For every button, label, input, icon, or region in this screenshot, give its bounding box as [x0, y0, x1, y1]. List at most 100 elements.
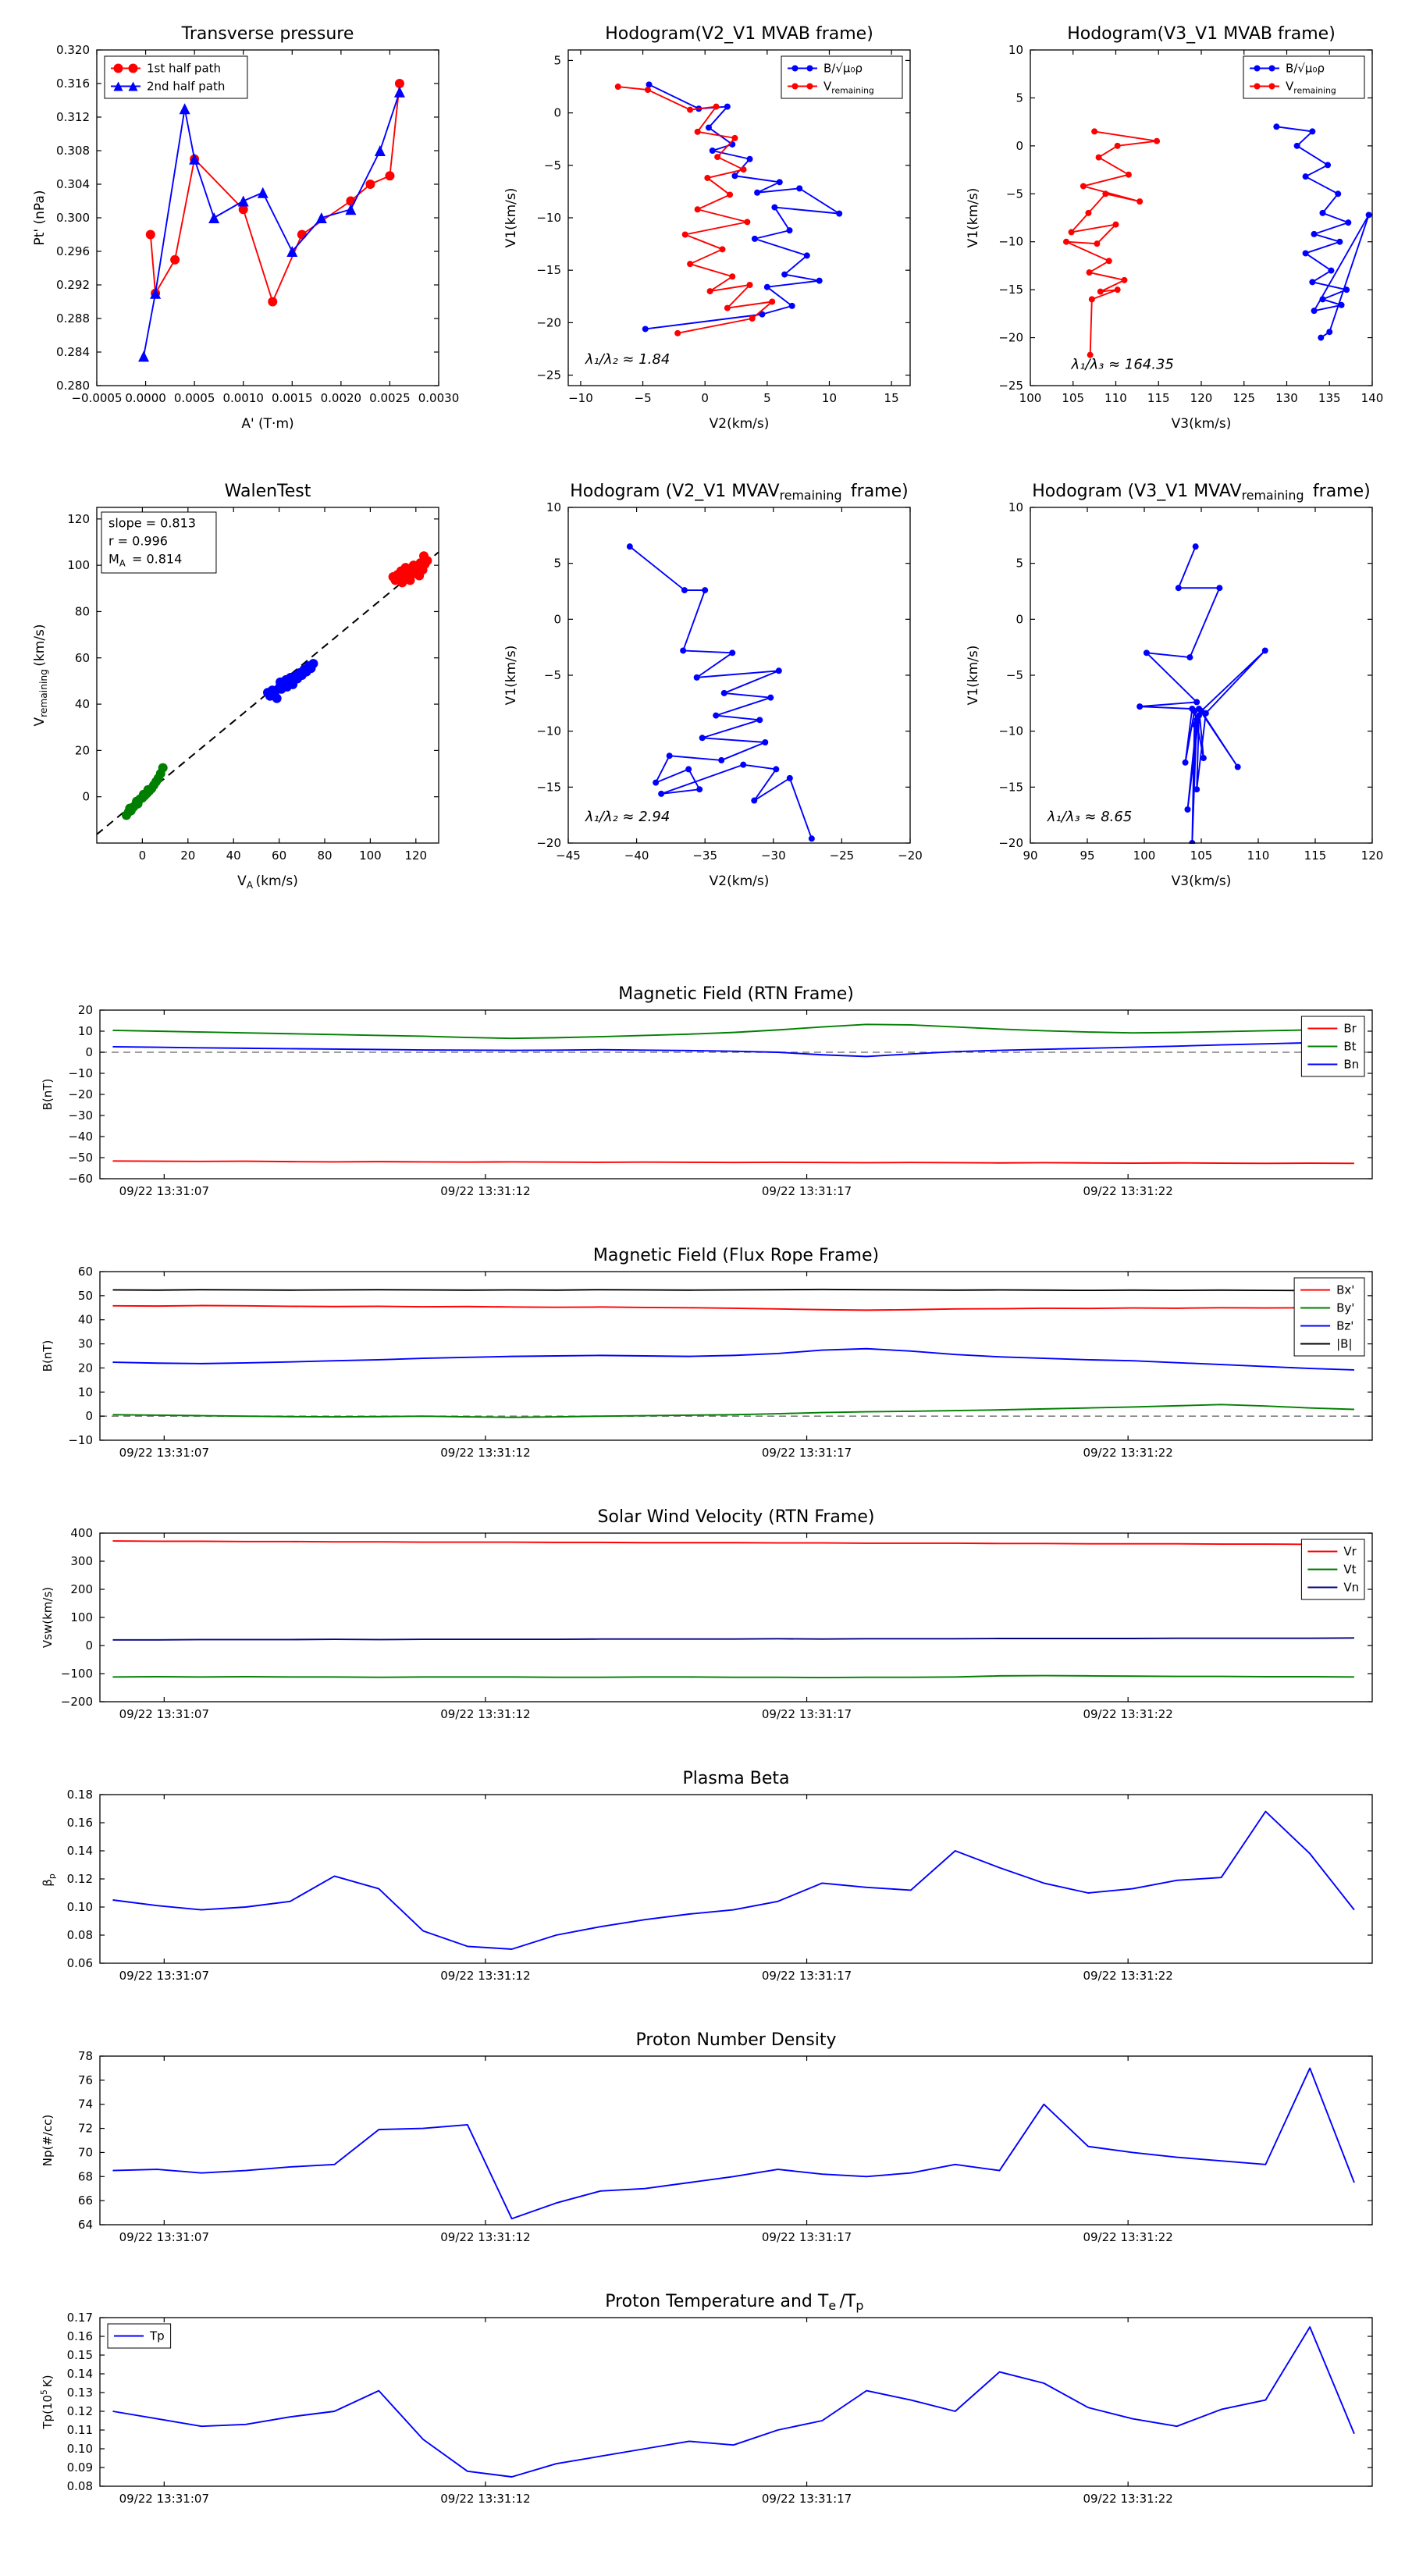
svg-text:120: 120	[67, 512, 90, 526]
svg-text:−10: −10	[536, 211, 561, 225]
svg-text:−5: −5	[544, 668, 561, 682]
svg-text:0.284: 0.284	[56, 345, 90, 359]
plot-transverse-pressure: −0.0005 0.0000 0.0005 0.0010 0.0015 0.0020 0.0…	[6, 11, 465, 448]
svg-text:5: 5	[763, 391, 771, 405]
svg-text:Hodogram(V3_V1 MVAB frame): Hodogram(V3_V1 MVAB frame)	[1067, 24, 1336, 44]
svg-text:120: 120	[1190, 391, 1213, 405]
svg-text:20: 20	[78, 1361, 93, 1375]
svg-text:−20: −20	[898, 849, 923, 863]
svg-text:09/22 13:31:22: 09/22 13:31:22	[1083, 1446, 1172, 1460]
svg-text:09/22 13:31:22: 09/22 13:31:22	[1083, 1707, 1172, 1721]
svg-text:80: 80	[75, 604, 90, 618]
svg-text:10: 10	[78, 1385, 93, 1399]
svg-text:0.0015: 0.0015	[272, 391, 313, 405]
svg-text:74: 74	[78, 2097, 93, 2112]
svg-text:−200: −200	[61, 1695, 93, 1709]
svg-text:0.14: 0.14	[67, 2367, 93, 2381]
svg-text:09/22 13:31:12: 09/22 13:31:12	[440, 2492, 530, 2506]
svg-text:0.17: 0.17	[67, 2311, 93, 2325]
svg-text:100: 100	[1019, 391, 1042, 405]
svg-text:Vremaining: Vremaining	[1286, 80, 1339, 96]
svg-text:110: 110	[1104, 391, 1127, 405]
svg-text:15: 15	[884, 391, 899, 405]
svg-text:115: 115	[1147, 391, 1170, 405]
plot-hodogram-v3v1-mvav: 90 95 100 105 110 115 120 10 5 0 −5 −10 −15 −20 Hodogr…	[940, 468, 1399, 906]
svg-text:−15: −15	[998, 780, 1023, 794]
svg-text:λ₁/λ₃ ≈ 164.35: λ₁/λ₃ ≈ 164.35	[1071, 357, 1174, 373]
svg-text:2nd half path: 2nd half path	[147, 80, 225, 94]
svg-text:0.0025: 0.0025	[369, 391, 411, 405]
svg-text:130: 130	[1275, 391, 1298, 405]
svg-text:60: 60	[75, 651, 90, 665]
svg-text:10: 10	[822, 391, 837, 405]
svg-text:βp: βp	[41, 1871, 57, 1886]
svg-text:Vremaining: Vremaining	[823, 80, 877, 96]
svg-text:Bx': Bx'	[1336, 1283, 1354, 1297]
svg-text:−20: −20	[998, 836, 1023, 850]
svg-text:09/22 13:31:07: 09/22 13:31:07	[119, 1446, 209, 1460]
svg-text:0.0010: 0.0010	[222, 391, 264, 405]
svg-text:0: 0	[85, 1638, 93, 1653]
svg-text:120: 120	[404, 849, 427, 863]
svg-text:V2(km/s): V2(km/s)	[710, 416, 770, 432]
svg-text:40: 40	[75, 697, 90, 711]
svg-text:5: 5	[1016, 557, 1023, 571]
svg-text:V1(km/s): V1(km/s)	[966, 646, 981, 706]
magnetic-field-fluxrope-chart: 09/22 13:31:07 09/22 13:31:12 09/22 13:31:…	[41, 1246, 1373, 1460]
svg-text:0.320: 0.320	[56, 43, 90, 57]
svg-text:0.280: 0.280	[56, 379, 90, 393]
svg-text:V2(km/s): V2(km/s)	[710, 873, 770, 889]
svg-text:V1(km/s): V1(km/s)	[503, 646, 519, 706]
svg-text:0.0005: 0.0005	[174, 391, 215, 405]
svg-text:0.300: 0.300	[56, 211, 90, 225]
svg-text:09/22 13:31:07: 09/22 13:31:07	[119, 1707, 209, 1721]
svg-text:0: 0	[553, 612, 561, 626]
svg-text:−20: −20	[536, 836, 561, 850]
svg-text:V3(km/s): V3(km/s)	[1172, 873, 1232, 889]
svg-text:120: 120	[1361, 849, 1384, 863]
svg-text:105: 105	[1062, 391, 1084, 405]
svg-text:1st half path: 1st half path	[147, 62, 221, 76]
svg-text:0.06: 0.06	[67, 1956, 93, 1970]
svg-text:0.288: 0.288	[56, 311, 90, 326]
hodogram-v2v1-mvav-chart: −45 −40 −35 −30 −25 −20 10 5 0 −5 −10 −15 −20 Hodogra…	[503, 482, 923, 889]
svg-text:−15: −15	[536, 780, 561, 794]
svg-text:0.15: 0.15	[67, 2348, 93, 2362]
svg-text:09/22 13:31:17: 09/22 13:31:17	[762, 1969, 852, 1983]
svg-text:By': By'	[1336, 1301, 1354, 1315]
svg-text:−60: −60	[68, 1172, 93, 1186]
magnetic-field-rtn-chart: 09/22 13:31:07 09/22 13:31:12 09/22 13:31:…	[41, 984, 1373, 1198]
plot-proton-temperature: 09/22 13:31:07 09/22 13:31:12 09/22 13:31:…	[16, 2283, 1389, 2517]
svg-text:Bt: Bt	[1343, 1040, 1356, 1054]
svg-text:09/22 13:31:12: 09/22 13:31:12	[440, 1446, 530, 1460]
svg-text:Br: Br	[1343, 1022, 1357, 1036]
svg-text:V1(km/s): V1(km/s)	[503, 188, 519, 248]
svg-text:−20: −20	[68, 1087, 93, 1101]
svg-text:10: 10	[78, 1024, 93, 1038]
svg-text:WalenTest: WalenTest	[225, 482, 311, 501]
svg-text:B(nT): B(nT)	[41, 1340, 55, 1372]
svg-text:09/22 13:31:12: 09/22 13:31:12	[440, 1707, 530, 1721]
svg-text:λ₁/λ₃ ≈ 8.65: λ₁/λ₃ ≈ 8.65	[1047, 809, 1132, 825]
plot-proton-density: 09/22 13:31:07 09/22 13:31:12 09/22 13:31:…	[16, 2022, 1389, 2256]
plot-hodogram-v2v1-mvav: −45 −40 −35 −30 −25 −20 10 5 0 −5 −10 −15 −20 Hodogra…	[478, 468, 937, 906]
svg-text:0.312: 0.312	[56, 110, 90, 124]
svg-text:100: 100	[67, 558, 90, 572]
svg-text:0: 0	[1016, 139, 1023, 153]
svg-text:−5: −5	[635, 391, 652, 405]
svg-text:0.10: 0.10	[67, 1900, 93, 1914]
svg-text:Solar Wind Velocity (RTN Frame: Solar Wind Velocity (RTN Frame)	[598, 1507, 875, 1527]
svg-text:0.296: 0.296	[56, 244, 90, 258]
svg-text:09/22 13:31:07: 09/22 13:31:07	[119, 2492, 209, 2506]
svg-text:Tp(105 K): Tp(105 K)	[39, 2375, 55, 2429]
svg-text:60: 60	[272, 849, 286, 863]
svg-text:Vremaining (km/s): Vremaining (km/s)	[32, 624, 49, 726]
svg-text:40: 40	[78, 1313, 93, 1327]
svg-text:0.18: 0.18	[67, 1788, 93, 1802]
svg-text:−10: −10	[568, 391, 593, 405]
proton-temperature-chart: 09/22 13:31:07 09/22 13:31:12 09/22 13:31:…	[39, 2292, 1373, 2506]
plot-hodogram-v3v1-mvab: 100 105 110 115 120 125 130 135 140 10 5 0 −5 −10 −15−…	[940, 11, 1399, 448]
svg-text:09/22 13:31:07: 09/22 13:31:07	[119, 1969, 209, 1983]
svg-text:0.304: 0.304	[56, 177, 90, 191]
svg-text:Vr: Vr	[1343, 1545, 1357, 1559]
